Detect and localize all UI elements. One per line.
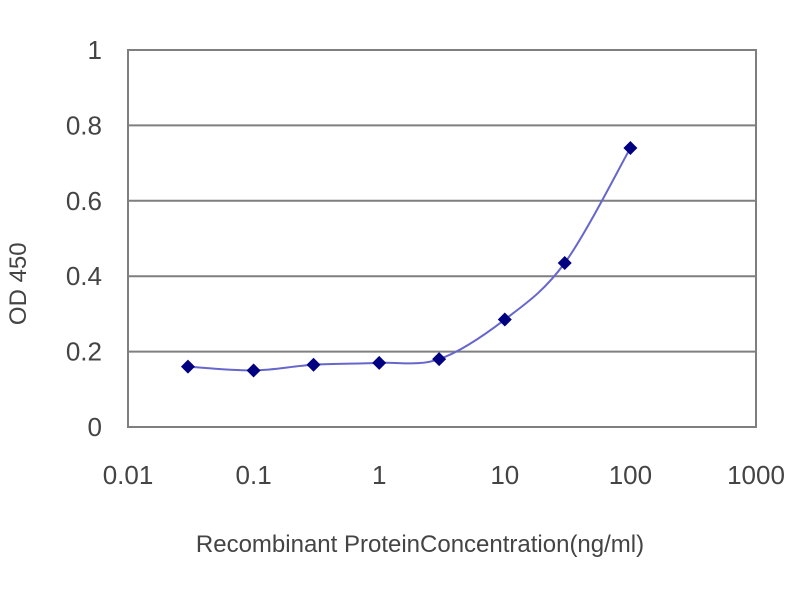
x-tick-label: 0.01 (103, 460, 154, 490)
x-tick-label: 10 (490, 460, 519, 490)
x-tick-label: 1000 (727, 460, 785, 490)
data-point-marker (557, 256, 572, 271)
data-point-marker (306, 357, 321, 372)
data-point-marker (180, 359, 195, 374)
grid-lines (128, 124, 756, 353)
data-point-marker (497, 312, 512, 327)
plot-area (127, 49, 757, 428)
y-tick-label: 0.6 (66, 186, 102, 216)
y-axis-ticks: 0 0.2 0.4 0.6 0.8 1 (66, 35, 102, 442)
y-tick-label: 0 (88, 412, 102, 442)
data-point-marker (246, 363, 261, 378)
data-point-marker (372, 355, 387, 370)
x-axis-label: Recombinant ProteinConcentration(ng/ml) (196, 531, 644, 558)
series-group (180, 141, 638, 378)
data-point-marker (623, 141, 638, 156)
x-axis-ticks: 0.01 0.1 1 10 100 1000 (103, 460, 785, 490)
x-tick-label: 1 (372, 460, 386, 490)
y-tick-label: 1 (88, 35, 102, 65)
y-tick-label: 0.8 (66, 110, 102, 140)
y-tick-label: 0.4 (66, 261, 102, 291)
y-tick-label: 0.2 (66, 337, 102, 367)
y-axis-label: OD 450 (5, 242, 32, 325)
x-tick-label: 0.1 (236, 460, 272, 490)
x-tick-label: 100 (609, 460, 652, 490)
data-point-marker (432, 352, 447, 367)
